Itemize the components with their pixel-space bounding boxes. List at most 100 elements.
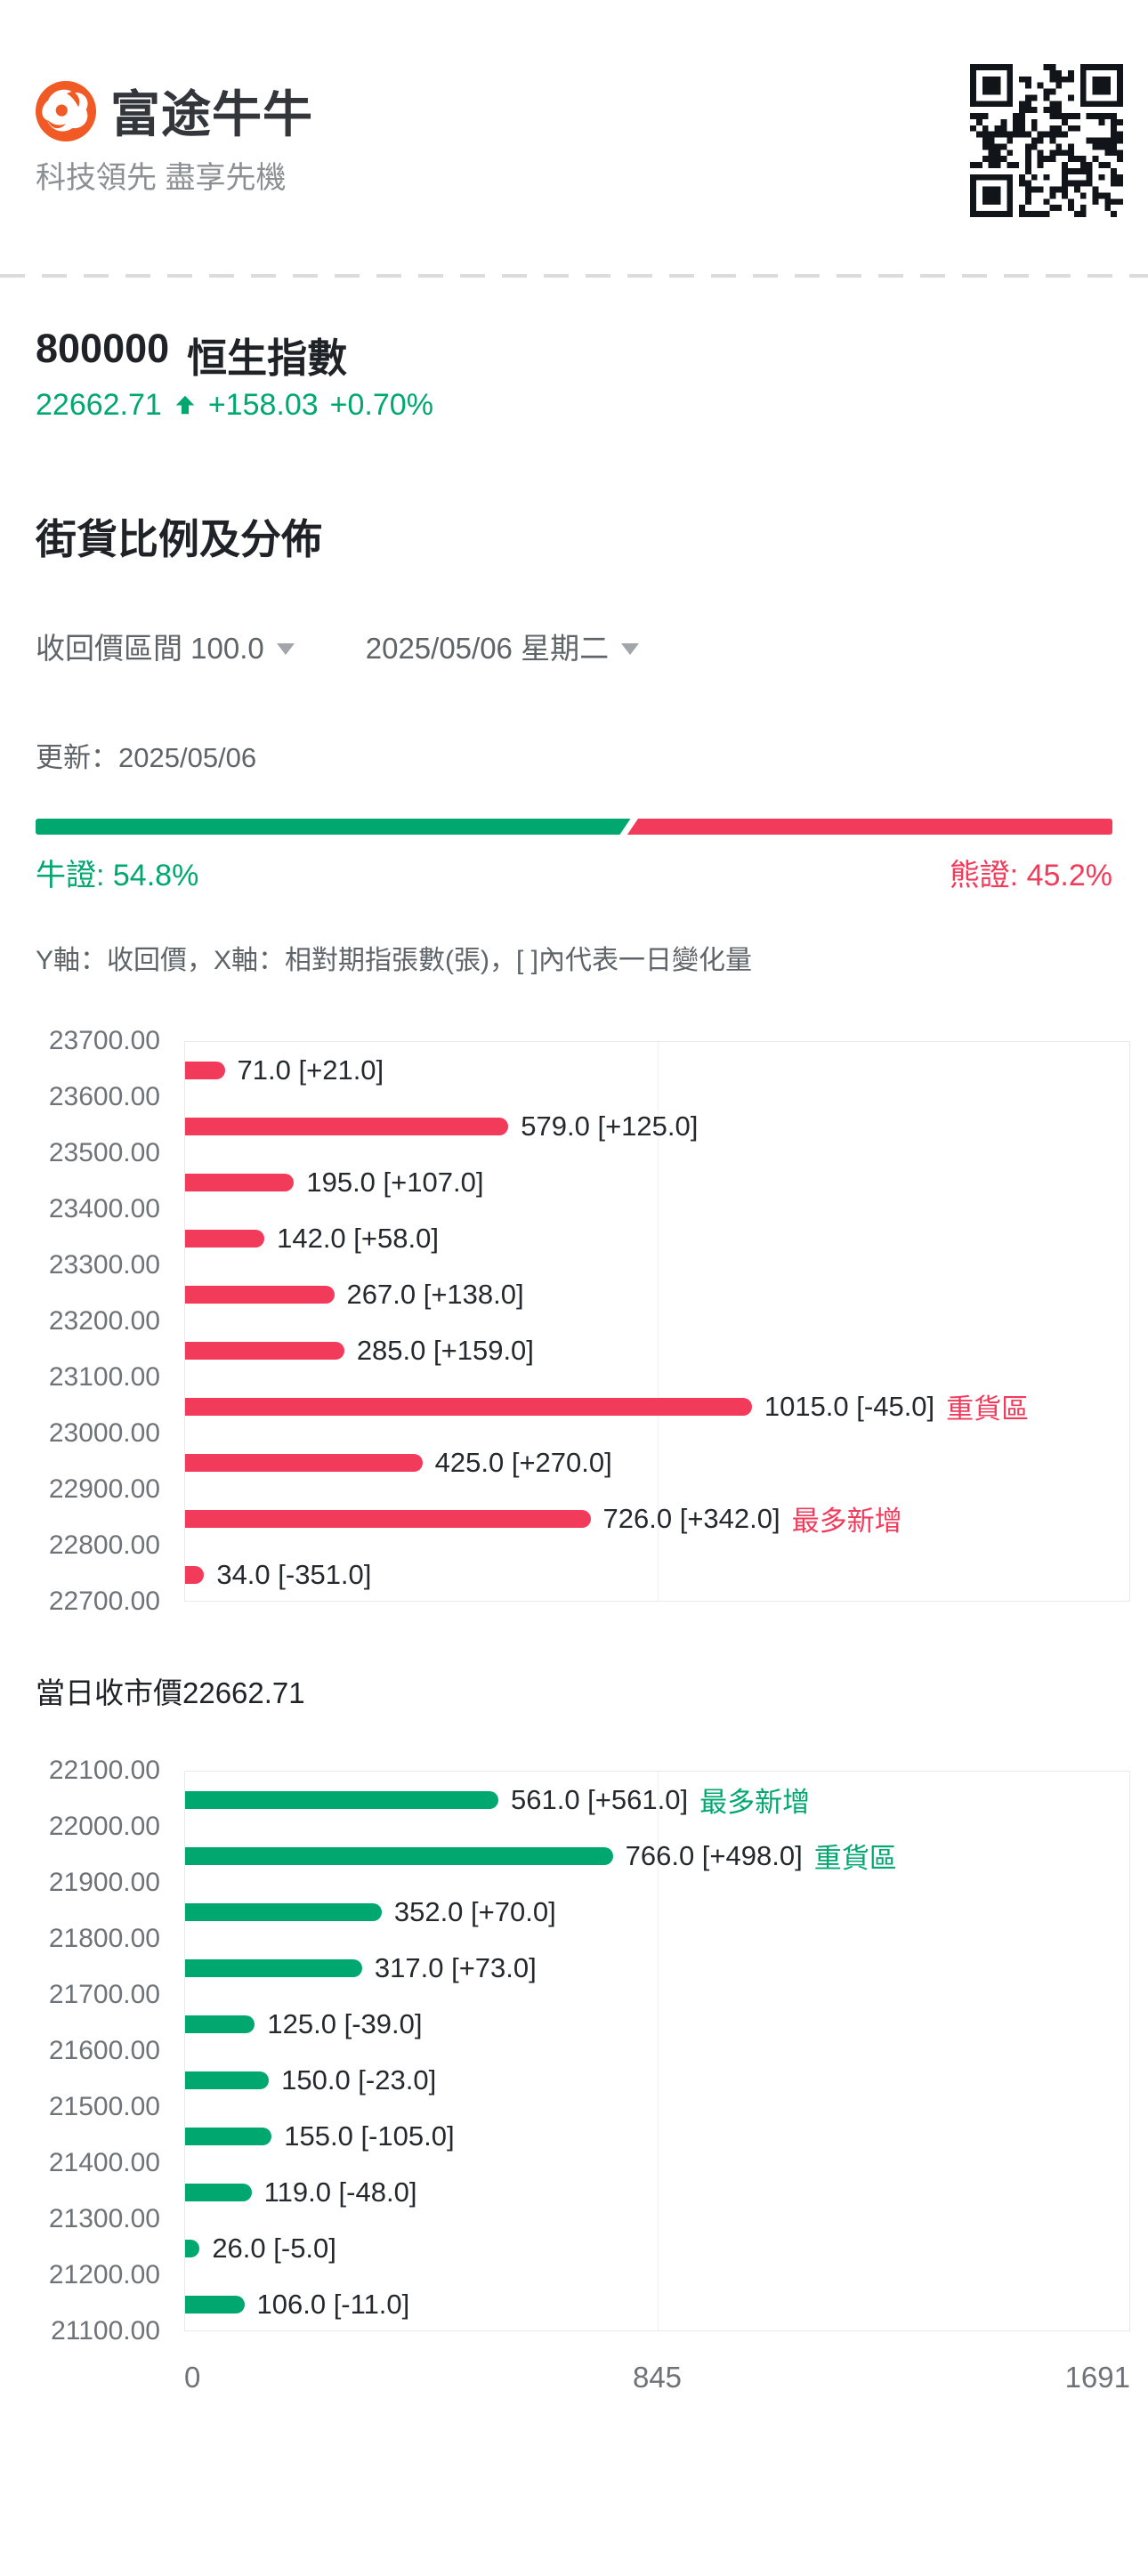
bar-row: 150.0 [-23.0] — [185, 2052, 1129, 2108]
bar — [185, 1902, 382, 1921]
bar — [185, 2239, 200, 2257]
x-axis-tick: 0 — [184, 2361, 201, 2394]
y-axis-tick: 21900.00 — [48, 1868, 160, 1897]
bar-row: 285.0 [+159.0] — [185, 1322, 1129, 1378]
y-axis-tick: 23400.00 — [48, 1194, 160, 1223]
stock-price: 22662.71 — [36, 388, 162, 422]
recall-range-dropdown[interactable]: 收回價區間 100.0 — [36, 625, 295, 667]
y-axis-tick: 23500.00 — [48, 1138, 160, 1167]
bar — [185, 2071, 270, 2089]
y-axis-tick: 21800.00 — [48, 1924, 160, 1953]
bar — [185, 1229, 265, 1248]
bear-segment — [627, 819, 1112, 835]
stock-code: 800000 — [36, 326, 170, 371]
bear-ratio-label: 熊證: 45.2% — [949, 859, 1112, 892]
x-axis — [184, 1631, 1130, 1667]
bar-value-label: 155.0 [-105.0] — [284, 2120, 455, 2152]
bar-row: 766.0 [+498.0] 重貨區 — [185, 1828, 1129, 1884]
plot-area: 71.0 [+21.0] 579.0 [+125.0] 195.0 [+107.0]… — [184, 1041, 1130, 1602]
plot-area: 561.0 [+561.0] 最多新增 766.0 [+498.0] 重貨區 352.0… — [184, 1771, 1130, 2331]
y-axis-tick: 21200.00 — [48, 2260, 160, 2289]
gridline — [657, 1042, 659, 1601]
bar-annotation: 重貨區 — [813, 1843, 897, 1874]
bar-value-label: 195.0 [+107.0] — [306, 1166, 484, 1198]
ratio-legend: 牛證: 54.8% 熊證: 45.2% — [36, 851, 1112, 894]
bar — [185, 2015, 255, 2033]
futu-bull-logo-icon — [36, 80, 96, 141]
date-dropdown[interactable]: 2025/05/06 星期二 — [365, 625, 640, 667]
bar-value-label: 352.0 [+70.0] — [393, 1895, 556, 1927]
qr-code — [970, 64, 1123, 217]
brand-tagline: 科技領先 盡享先機 — [36, 161, 287, 195]
bar — [185, 1397, 752, 1416]
y-axis-tick: 22800.00 — [48, 1530, 160, 1560]
bar — [185, 1285, 335, 1304]
y-axis-tick: 21100.00 — [51, 2316, 160, 2346]
bar — [185, 1509, 591, 1528]
y-axis-tick: 23200.00 — [48, 1306, 160, 1336]
bull-segment — [36, 819, 631, 835]
brand-name: 富途牛牛 — [110, 86, 313, 142]
bar-value-label: 285.0 [+159.0] — [356, 1334, 534, 1366]
up-arrow-icon — [175, 395, 195, 414]
stock-name: 恒生指數 — [187, 335, 348, 381]
y-axis-tick: 22700.00 — [48, 1587, 160, 1616]
bar-value-label: 26.0 [-5.0] — [212, 2232, 336, 2264]
y-axis-tick: 21400.00 — [48, 2148, 160, 2177]
y-axis-tick: 21300.00 — [48, 2204, 160, 2233]
bear-warrant-chart: 23700.00 23600.00 23500.00 23400.00 23300.00… — [36, 1026, 1130, 1616]
filter-row: 收回價區間 100.0 2025/05/06 星期二 — [36, 625, 640, 667]
axis-note: Y軸：收回價，X軸：相對期指張數(張)，[ ]內代表一日變化量 — [36, 946, 753, 975]
y-axis-tick: 21600.00 — [48, 2036, 160, 2065]
bar-row: 155.0 [-105.0] — [185, 2108, 1129, 2164]
bar-value-label: 561.0 [+561.0] — [510, 1783, 689, 1815]
date-label: 2025/05/06 星期二 — [365, 632, 610, 665]
bar-value-label: 106.0 [-11.0] — [256, 2288, 410, 2320]
bar-row: 26.0 [-5.0] — [185, 2220, 1129, 2276]
bar-row: 195.0 [+107.0] — [185, 1154, 1129, 1210]
bar — [185, 1453, 423, 1472]
bar — [185, 2127, 272, 2145]
bar-value-label: 579.0 [+125.0] — [521, 1110, 699, 1142]
bar-row: 71.0 [+21.0] — [185, 1042, 1129, 1098]
bar-row: 119.0 [-48.0] — [185, 2164, 1129, 2220]
brand-header: 富途牛牛 — [36, 75, 313, 147]
bull-bear-ratio-bar — [36, 819, 1112, 835]
y-axis-tick: 23700.00 — [48, 1026, 160, 1055]
bar-value-label: 1015.0 [-45.0] — [764, 1390, 935, 1422]
bar — [185, 1173, 295, 1191]
y-axis-tick: 22900.00 — [48, 1474, 160, 1504]
y-axis: 22100.00 22000.00 21900.00 21800.00 21700.00… — [36, 1756, 160, 2346]
bar-value-label: 425.0 [+270.0] — [434, 1446, 612, 1478]
bar-row: 317.0 [+73.0] — [185, 1940, 1129, 1996]
bar-row: 34.0 [-351.0] — [185, 1546, 1129, 1603]
bar — [185, 2295, 245, 2314]
y-axis-tick: 23300.00 — [48, 1250, 160, 1280]
bull-warrant-chart: 22100.00 22000.00 21900.00 21800.00 21700.00… — [36, 1756, 1130, 2394]
x-axis-tick: 845 — [632, 2361, 683, 2394]
bull-ratio-label: 牛證: 54.8% — [36, 859, 199, 892]
gridline — [657, 1772, 659, 2330]
bar — [185, 2183, 252, 2201]
bar-row: 125.0 [-39.0] — [185, 1996, 1129, 2052]
y-axis: 23700.00 23600.00 23500.00 23400.00 23300.00… — [36, 1026, 160, 1616]
y-axis-tick: 22000.00 — [48, 1812, 160, 1841]
bar — [185, 1790, 498, 1809]
bar-row: 726.0 [+342.0] 最多新增 — [185, 1490, 1129, 1546]
bar-row: 561.0 [+561.0] 最多新增 — [185, 1772, 1129, 1828]
bar — [185, 1958, 362, 1977]
y-axis-tick: 23000.00 — [48, 1418, 160, 1448]
dashed-divider — [0, 274, 1148, 278]
bar-annotation: 最多新增 — [699, 1787, 811, 1818]
bar-row: 579.0 [+125.0] — [185, 1098, 1129, 1154]
bar — [185, 1117, 509, 1135]
bar — [185, 1846, 613, 1865]
stock-change: +158.03 — [207, 388, 319, 422]
bar — [185, 1061, 225, 1079]
chevron-down-icon — [621, 642, 640, 655]
y-axis-tick: 21700.00 — [48, 1980, 160, 2009]
bar-annotation: 最多新增 — [791, 1506, 902, 1537]
stock-change-pct: +0.70% — [329, 388, 433, 422]
bar-row: 425.0 [+270.0] — [185, 1434, 1129, 1490]
bar-value-label: 125.0 [-39.0] — [267, 2007, 423, 2039]
